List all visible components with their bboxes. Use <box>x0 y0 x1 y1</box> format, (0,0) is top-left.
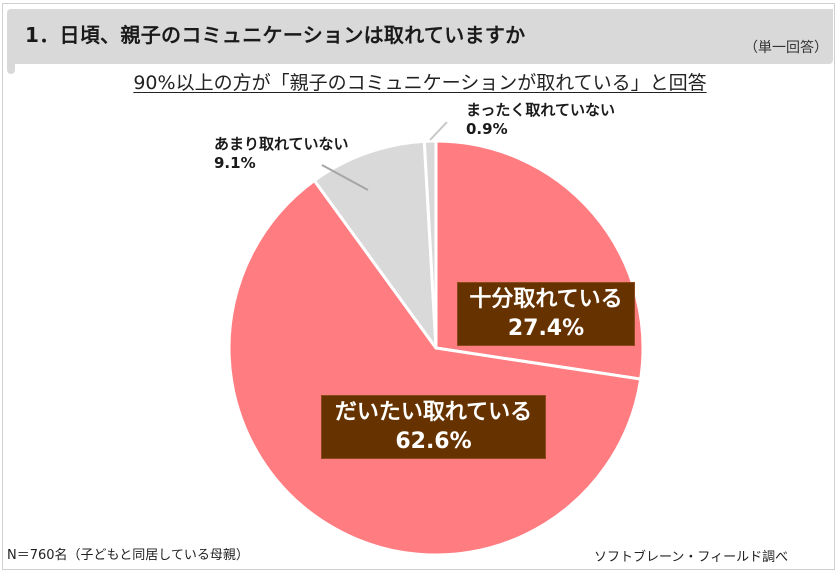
label-mostly: だいたい取れている 62.6% <box>321 395 546 459</box>
label-fully-value: 27.4% <box>507 316 585 341</box>
label-not-much-value: 9.1% <box>214 154 256 172</box>
label-not-at-all: まったく取れていない 0.9% <box>466 101 615 139</box>
header-bar <box>7 9 833 74</box>
label-not-at-all-name: まったく取れていない <box>466 101 615 119</box>
sample-size-note: N＝760名（子どもと同居している母親） <box>7 548 249 563</box>
source-note: ソフトブレーン・フィールド調べ <box>594 550 789 565</box>
leader-line-not-much <box>321 164 369 191</box>
slice-not-at-all <box>422 139 438 350</box>
subtitle-text: 90%以上の方が「親子のコミュニケーションが取れている」と回答 <box>133 72 707 94</box>
label-not-much: あまり取れていない 9.1% <box>214 135 349 173</box>
label-fully: 十分取れている 27.4% <box>457 282 635 346</box>
leader-line-not-at-all <box>429 121 448 141</box>
pie-slices <box>227 139 645 557</box>
chart-subtitle: 90%以上の方が「親子のコミュニケーションが取れている」と回答 <box>0 68 840 95</box>
slice-not-much <box>312 139 438 350</box>
slice-mostly <box>227 179 643 557</box>
label-mostly-value: 62.6% <box>395 429 472 454</box>
label-fully-name: 十分取れている <box>469 287 623 312</box>
chart-title: 1．日頃、親子のコミュニケーションは取れていますか <box>25 23 526 47</box>
header-tab-decoration <box>7 64 15 74</box>
label-mostly-name: だいたい取れている <box>334 400 533 425</box>
label-not-much-name: あまり取れていない <box>214 135 349 153</box>
label-not-at-all-value: 0.9% <box>466 120 508 138</box>
answer-type-note: （単一回答） <box>744 40 828 56</box>
